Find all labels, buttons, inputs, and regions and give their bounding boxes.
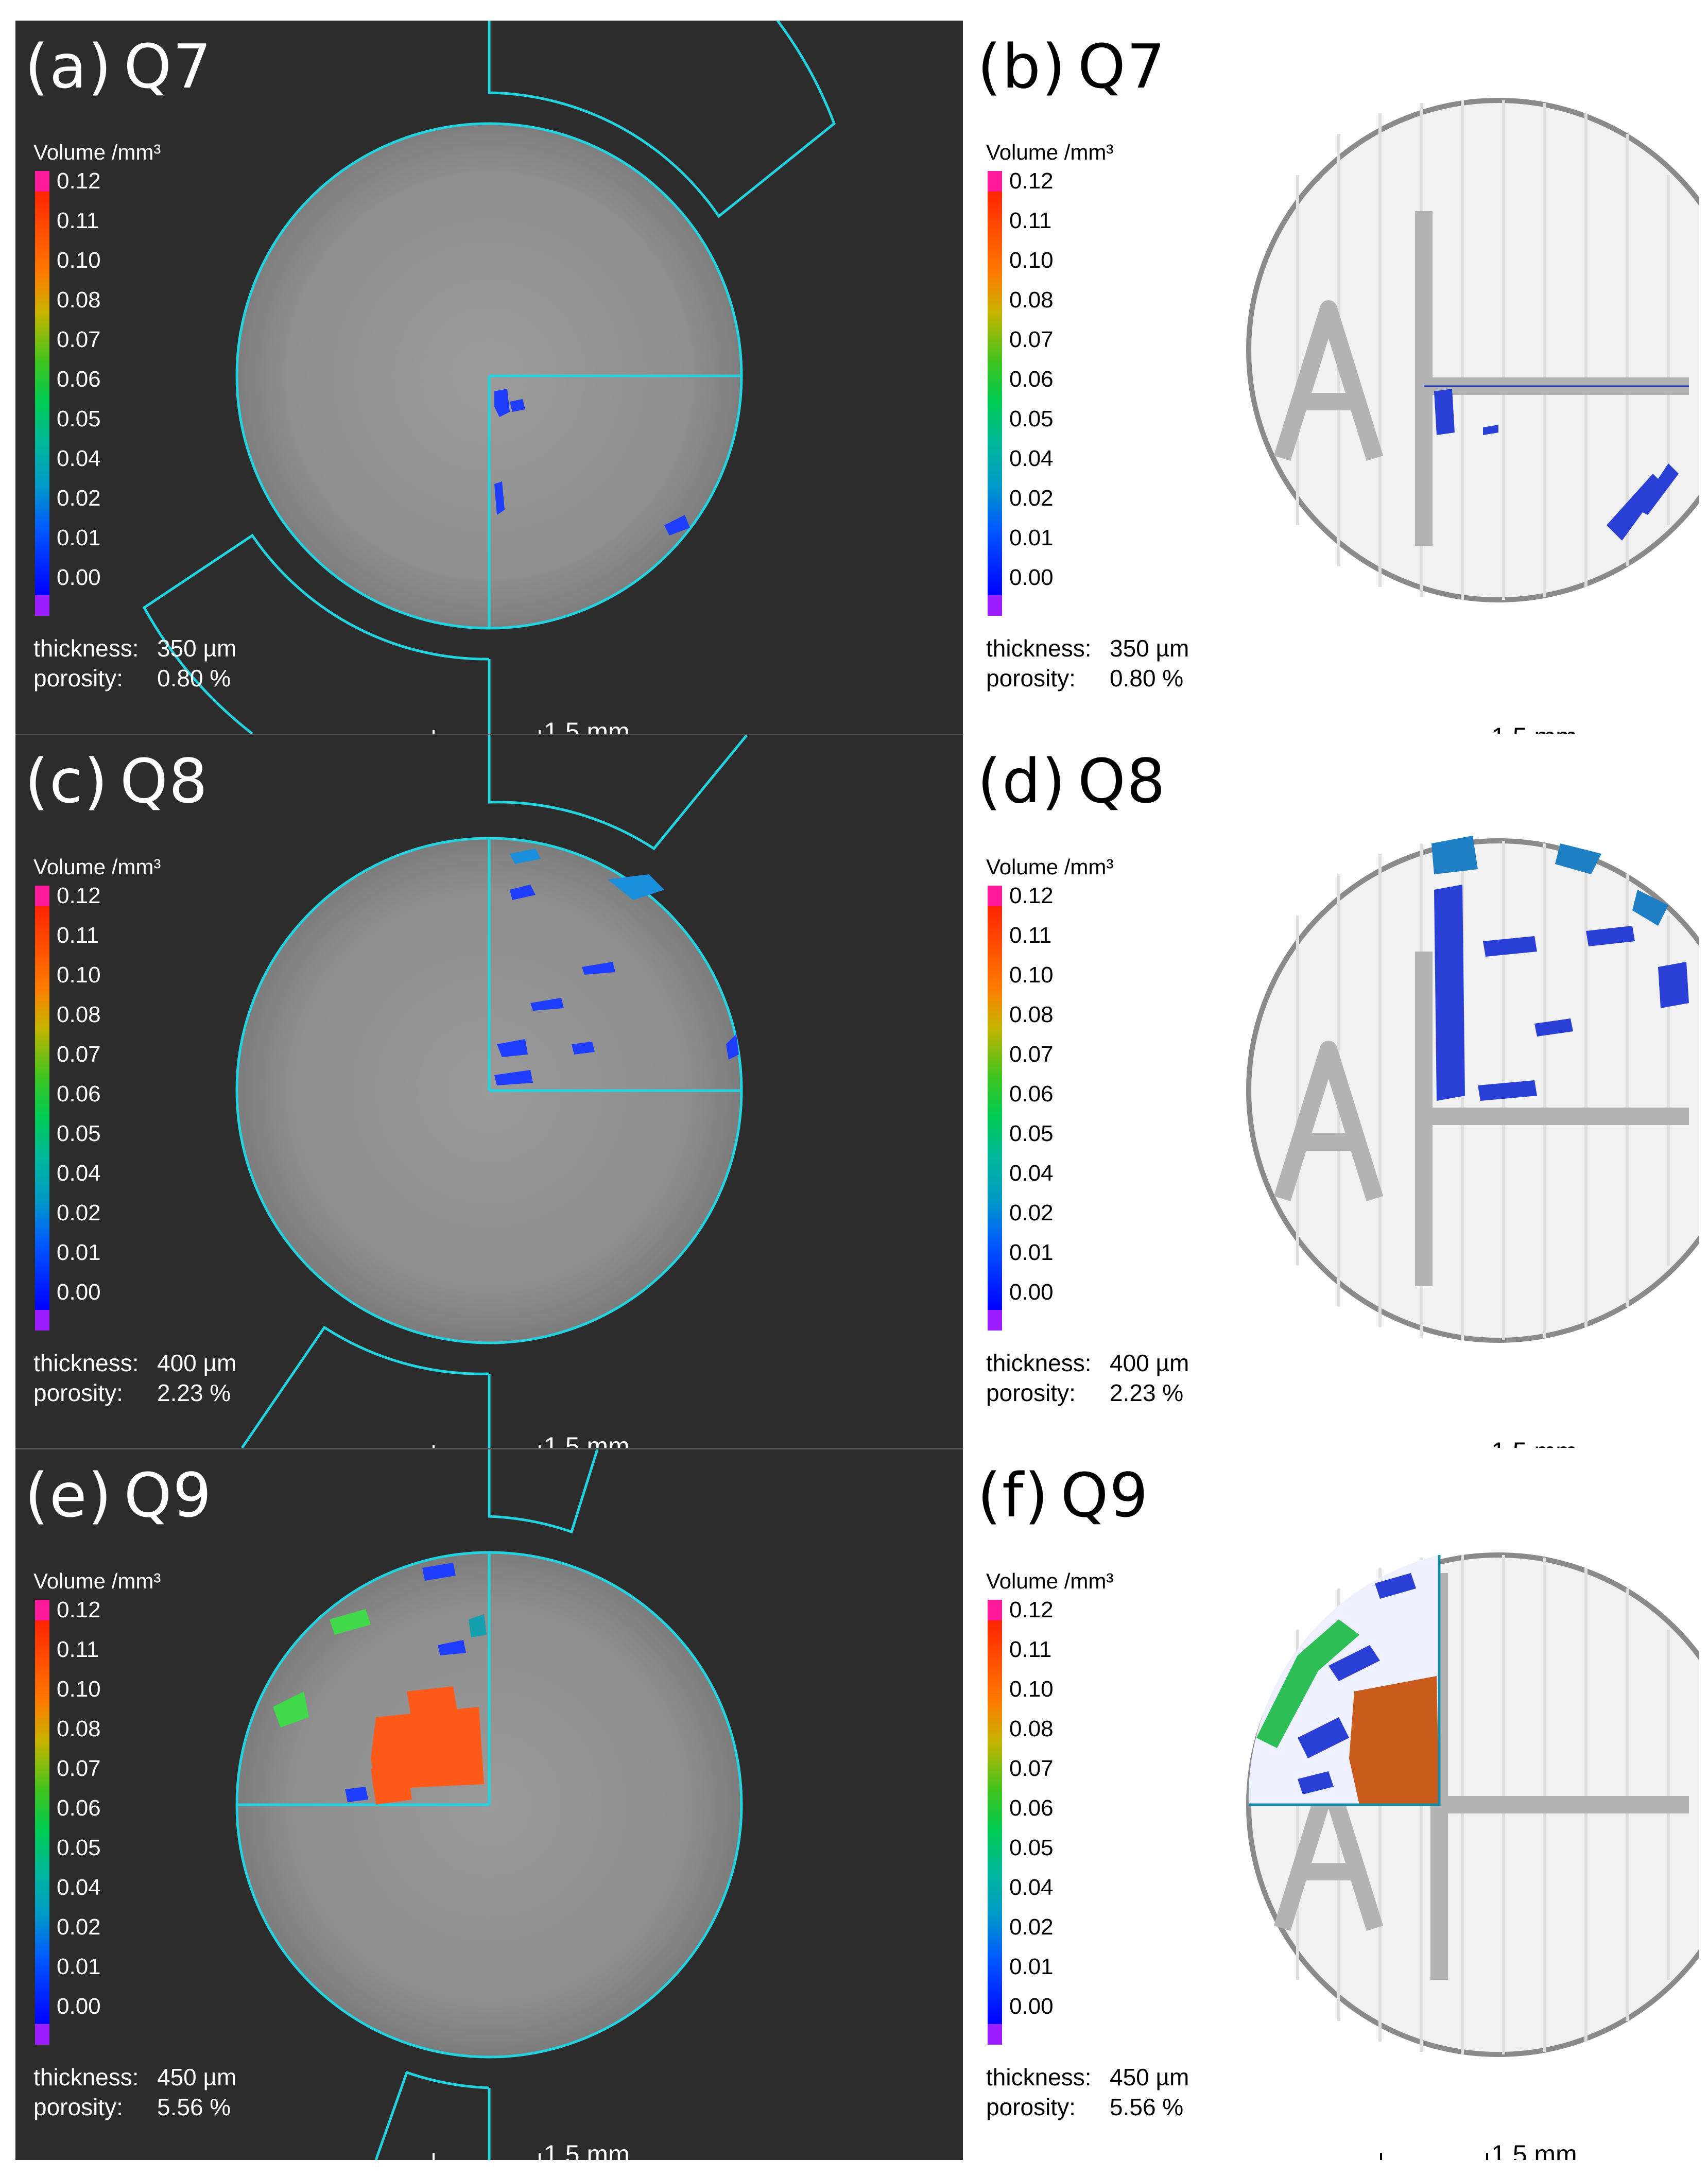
- surface-render-image-q7: [1246, 98, 1699, 602]
- colorbar-title: Volume /mm³: [33, 855, 161, 879]
- panel-f: (f) Q9 Volume /mm³ 0.12 0.11 0.10 0.08 0.07 0.…: [968, 1449, 1699, 2160]
- colorbar-title: Volume /mm³: [986, 140, 1114, 164]
- panel-title: (c) Q8: [25, 746, 209, 817]
- ct-slice-image-q7: [142, 21, 836, 734]
- separator: [15, 734, 963, 735]
- ct-slice-image-q8: [235, 735, 748, 1448]
- colorbar-ticks: 0.12 0.11 0.10 0.08 0.07 0.06 0.05 0.04 0.02 0.01…: [1009, 1597, 1054, 2019]
- surface-render-image-q8: [1246, 836, 1699, 1343]
- colorbar-title: Volume /mm³: [33, 140, 161, 164]
- ct-slice-image-q9: [235, 1449, 743, 2160]
- separator: [15, 1448, 963, 1449]
- sample-info: thickness: 450 µm porosity: 5.56 %: [986, 2064, 1189, 2120]
- panel-title: (b) Q7: [977, 31, 1166, 102]
- sample-info: thickness: 400 µm porosity: 2.23 %: [33, 1350, 237, 1406]
- colorbar-title: Volume /mm³: [986, 855, 1114, 879]
- colorbar-ticks: 0.12 0.11 0.10 0.08 0.07 0.06 0.05 0.04 0.02 0.01…: [1009, 883, 1054, 1305]
- colorbar-ticks: 0.12 0.11 0.10 0.08 0.07 0.06 0.05 0.04 0.02 0.01…: [1009, 168, 1054, 590]
- panel-title: (a) Q7: [25, 31, 213, 102]
- panel-title: (d) Q8: [977, 746, 1166, 817]
- panel-e: (e) Q9 Volume /mm³ 0.12 0.11 0.10 0.08 0.07 0.…: [15, 1449, 963, 2160]
- sample-info: thickness: 450 µm porosity: 5.56 %: [33, 2064, 237, 2120]
- scale-bar: 1.5 mm: [433, 1429, 630, 1448]
- colorbar-ticks: 0.12 0.11 0.10 0.08 0.07 0.06 0.05 0.04 0.02 0.01…: [57, 883, 101, 1305]
- panel-d: (d) Q8 Volume /mm³ 0.12 0.11 0.10 0.08 0.07 0.…: [968, 735, 1699, 1448]
- panel-c: (c) Q8 Volume /mm³ 0.12 0.11 0.10 0.08 0.07 0.…: [15, 735, 963, 1448]
- colorbar: [35, 171, 49, 616]
- scale-bar: 1.5 mm: [433, 715, 630, 734]
- colorbar: [988, 171, 1002, 616]
- sample-info: thickness: 400 µm porosity: 2.23 %: [986, 1350, 1189, 1406]
- colorbar-title: Volume /mm³: [986, 1569, 1114, 1593]
- colorbar: [35, 886, 49, 1331]
- colorbar: [35, 1600, 49, 2045]
- panel-b: (b) Q7 Volume /mm³ 0.12 0.11 0.10 0.08 0.07 0.…: [968, 21, 1699, 734]
- sample-info: thickness: 350 µm porosity: 0.80 %: [986, 635, 1189, 692]
- colorbar-title: Volume /mm³: [33, 1569, 161, 1593]
- sample-info: thickness: 350 µm porosity: 0.80 %: [33, 635, 237, 692]
- scale-bar: 1.5 mm: [1380, 2137, 1577, 2160]
- scale-bar: 1.5 mm: [1380, 1435, 1577, 1448]
- scale-bar: 1.5 mm: [433, 2137, 630, 2160]
- panel-a: (a) Q7 Volume /mm³ 0.12 0.11 0.10 0.08 0.07 0.…: [15, 21, 963, 734]
- scale-bar: 1.5 mm: [1380, 720, 1577, 734]
- colorbar: [988, 886, 1002, 1331]
- surface-render-image-q9: [1246, 1552, 1699, 2057]
- colorbar: [988, 1600, 1002, 2045]
- colorbar-ticks: 0.12 0.11 0.10 0.08 0.07 0.06 0.05 0.04 0.02 0.01…: [57, 1597, 101, 2019]
- panel-title: (e) Q9: [25, 1460, 213, 1531]
- colorbar-ticks: 0.12 0.11 0.10 0.08 0.07 0.06 0.05 0.04 0.02 0.01…: [57, 168, 101, 590]
- panel-title: (f) Q9: [977, 1460, 1149, 1531]
